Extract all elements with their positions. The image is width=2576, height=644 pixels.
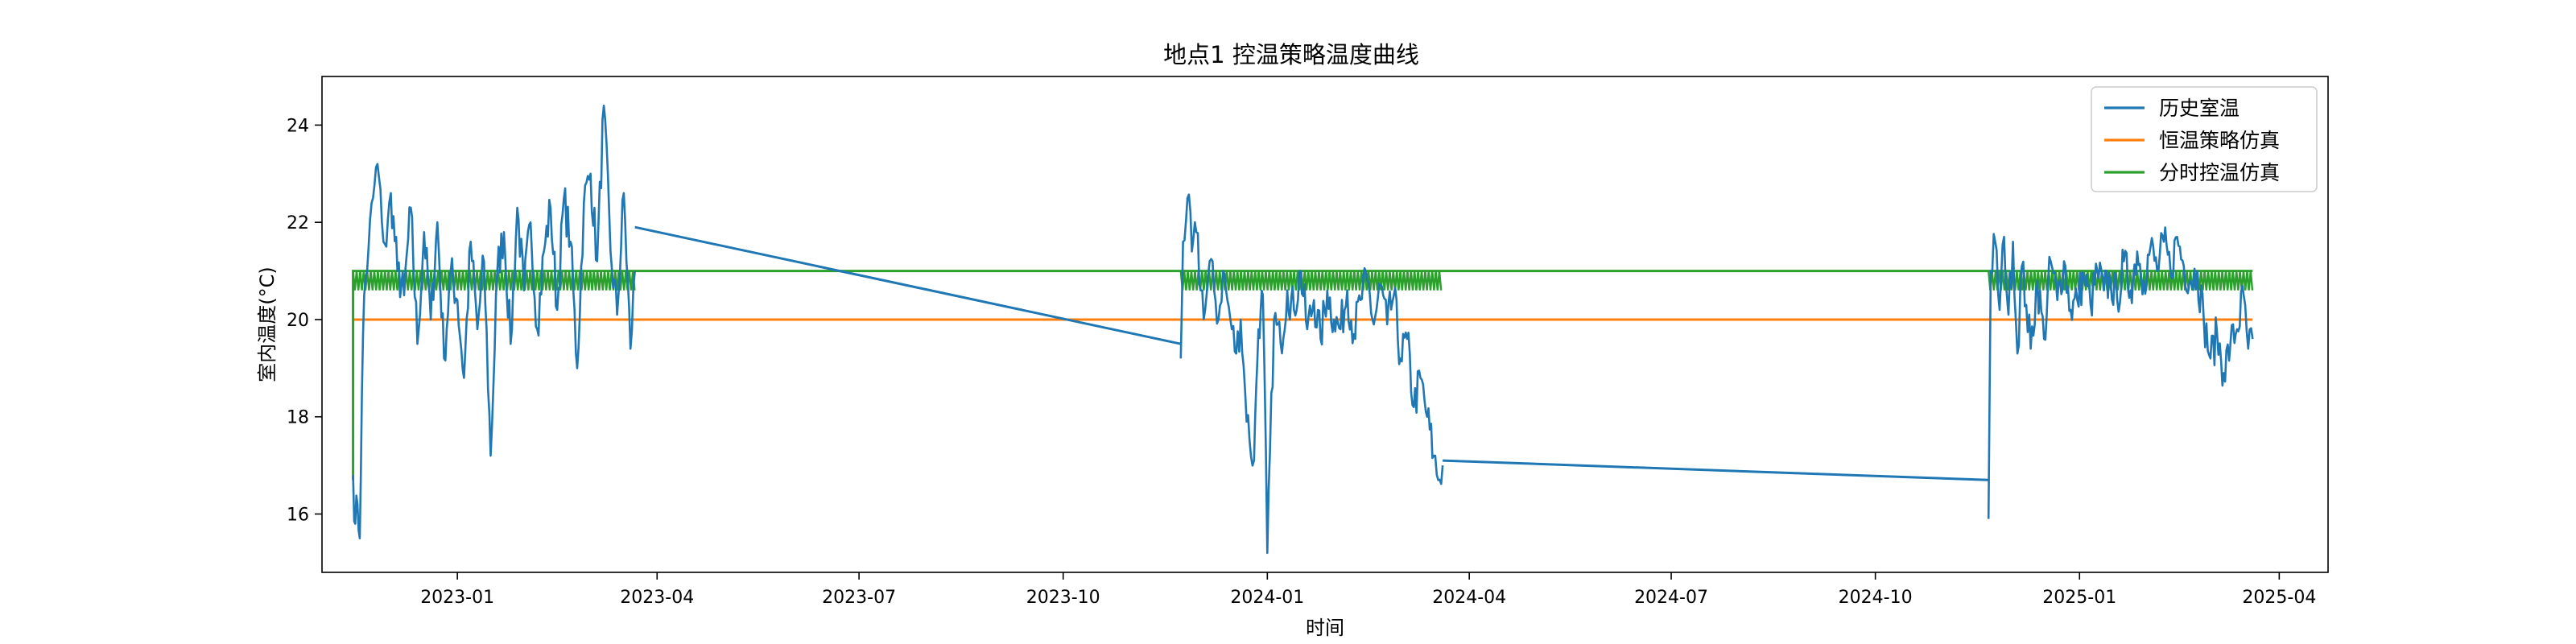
y-tick-label: 24	[287, 116, 309, 136]
series-layer	[352, 104, 2254, 555]
x-tick-label: 2025-01	[2042, 588, 2116, 608]
series-line-history-5	[1987, 226, 2254, 519]
series-line-timeshare	[352, 270, 2253, 481]
y-tick-label: 22	[287, 213, 309, 233]
x-axis-ticks: 2023-01 2023-04 2023-07 2023-10 2024-01 2024-…	[420, 572, 2316, 608]
y-axis-ticks: 16 18 20 22 24	[287, 116, 322, 526]
y-tick-label: 16	[287, 506, 309, 526]
series-line-history-3	[1179, 193, 1444, 555]
legend-label: 分时控温仿真	[2159, 161, 2280, 184]
legend-label: 恒温策略仿真	[2159, 129, 2280, 152]
x-tick-label: 2025-04	[2242, 588, 2316, 608]
legend-label: 历史室温	[2159, 97, 2240, 120]
chart-title: 地点1 控温策略温度曲线	[1163, 41, 1419, 68]
x-tick-label: 2023-10	[1026, 588, 1100, 608]
series-line-history-2	[634, 225, 1182, 345]
x-tick-label: 2024-04	[1432, 588, 1506, 608]
x-tick-label: 2024-10	[1839, 588, 1913, 608]
x-tick-label: 2023-04	[620, 588, 694, 608]
plot-area	[352, 104, 2254, 555]
axes-frame	[321, 76, 2329, 573]
x-tick-label: 2023-01	[420, 588, 494, 608]
series-line-history-4	[1443, 459, 1989, 481]
y-tick-label: 20	[287, 311, 309, 331]
x-axis-label: 时间	[1306, 617, 1344, 639]
x-tick-label: 2024-01	[1230, 588, 1304, 608]
x-tick-label: 2023-07	[822, 588, 896, 608]
legend-box	[2091, 86, 2318, 192]
y-axis-label: 室内温度(°C)	[256, 266, 279, 382]
series-line-history-1	[352, 104, 636, 540]
y-tick-label: 18	[287, 408, 309, 428]
x-tick-label: 2024-07	[1634, 588, 1708, 608]
